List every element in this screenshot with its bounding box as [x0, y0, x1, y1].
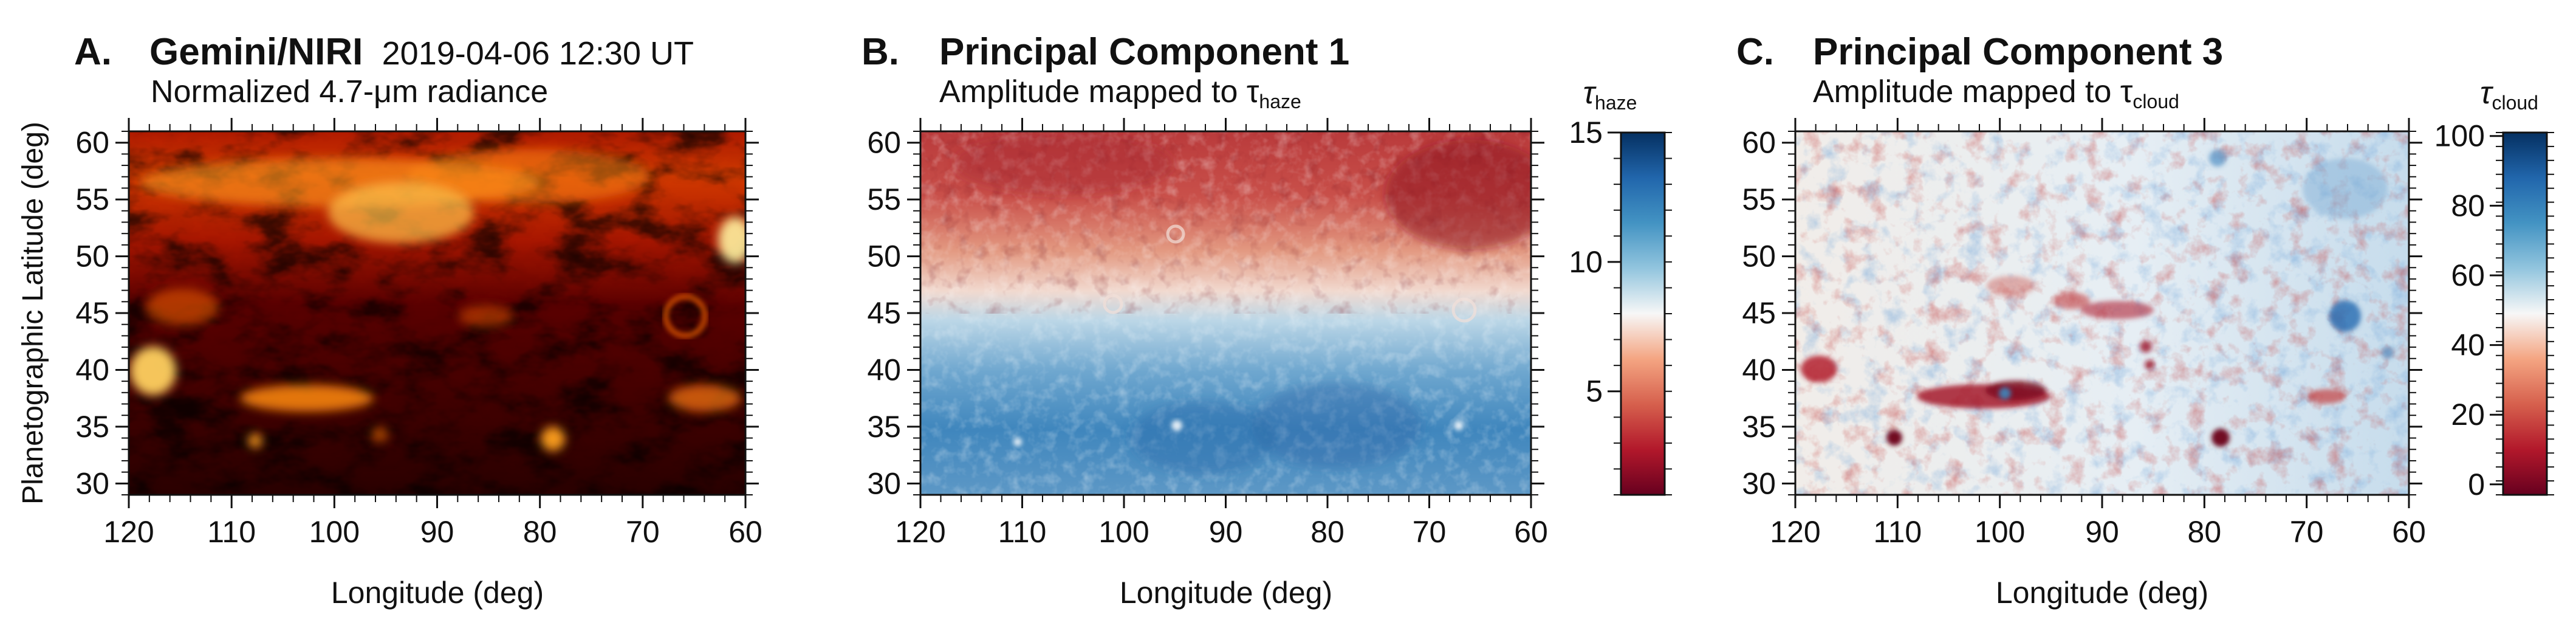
- x-tick-label: 90: [1209, 515, 1243, 549]
- panel-c-subtitle-text: Amplitude mapped to τ: [1813, 74, 2133, 109]
- y-tick-label: 35: [1742, 410, 1776, 444]
- x-tick-label: 100: [1098, 515, 1149, 549]
- panel-a-letter: A.: [74, 31, 112, 73]
- y-tick-label: 55: [1742, 182, 1776, 216]
- panel-a-y-ticks: 60 55 50 45 40 35 30: [75, 126, 759, 500]
- panel-c-x-ticks: 120 110 100 90 80 70 60: [1770, 118, 2426, 549]
- colorbar-tick-label: 100: [2434, 119, 2485, 153]
- panel-c-colorbar-label: τcloud: [2480, 75, 2538, 114]
- panel-a-title: Gemini/NIRI 2019-04-06 12:30 UT: [149, 31, 694, 73]
- panel-a-subtitle: Normalized 4.7-μm radiance: [151, 74, 548, 109]
- x-tick-label: 70: [2290, 515, 2324, 549]
- panel-a-title-date: 2019-04-06 12:30 UT: [382, 35, 694, 72]
- panel-a-title-main: Gemini/NIRI: [149, 31, 363, 73]
- panel-b-colorbar-ticks: 15 10 5: [1569, 116, 1672, 495]
- x-tick-label: 120: [895, 515, 945, 549]
- x-tick-label: 120: [1770, 515, 1820, 549]
- panel-c-colorbar-ticks: 100 80 60 40 20 0: [2434, 119, 2554, 502]
- panel-c-heatmap: [1795, 131, 2409, 495]
- panel-b-colorbar-tau: τ: [1583, 75, 1597, 111]
- y-tick-label: 45: [867, 296, 901, 330]
- y-tick-label: 60: [75, 126, 109, 160]
- panel-b: B. Principal Component 1 Amplitude mappe…: [862, 31, 1672, 610]
- y-tick-label: 30: [867, 466, 901, 500]
- panel-b-x-axis-label: Longitude (deg): [1120, 576, 1332, 610]
- x-tick-label: 60: [1514, 515, 1548, 549]
- y-tick-label: 35: [867, 410, 901, 444]
- panel-b-letter: B.: [862, 31, 899, 73]
- colorbar-tick-label: 40: [2451, 328, 2485, 362]
- panel-c-y-ticks: 60 55 50 45 40 35 30: [1742, 126, 2422, 500]
- colorbar-tick-label: 10: [1569, 245, 1603, 279]
- panel-c-colorbar-tau: τ: [2480, 75, 2494, 111]
- panel-b-heatmap: [920, 131, 1531, 495]
- panel-a-heatmap: [129, 131, 745, 495]
- y-tick-label: 30: [1742, 466, 1776, 500]
- x-tick-label: 110: [998, 515, 1047, 549]
- panel-c-title: Principal Component 3: [1813, 31, 2223, 73]
- y-tick-label: 55: [867, 182, 901, 216]
- panel-b-colorbar-label: τhaze: [1583, 75, 1637, 114]
- panel-c-letter: C.: [1736, 31, 1774, 73]
- panel-b-colorbar: [1620, 131, 1666, 496]
- panel-b-subtitle: Amplitude mapped to τhaze: [939, 74, 1301, 112]
- panel-c-subtitle-sub: cloud: [2132, 91, 2179, 112]
- y-tick-label: 60: [1742, 126, 1776, 160]
- x-tick-label: 70: [626, 515, 660, 549]
- y-tick-label: 40: [75, 353, 109, 387]
- y-tick-label: 40: [867, 353, 901, 387]
- y-tick-label: 45: [75, 296, 109, 330]
- colorbar-tick-label: 0: [2468, 467, 2485, 502]
- colorbar-tick-label: 20: [2451, 398, 2485, 432]
- x-tick-label: 100: [309, 515, 360, 549]
- y-tick-label: 45: [1742, 296, 1776, 330]
- y-tick-label: 40: [1742, 353, 1776, 387]
- y-tick-label: 55: [75, 182, 109, 216]
- panel-c-colorbar-sub: cloud: [2492, 92, 2538, 114]
- panel-b-colorbar-sub: haze: [1595, 92, 1637, 114]
- panel-b-y-ticks: 60 55 50 45 40 35 30: [867, 126, 1544, 500]
- y-tick-label: 50: [1742, 240, 1776, 274]
- y-tick-label: 30: [75, 466, 109, 500]
- x-tick-label: 110: [207, 515, 256, 549]
- colorbar-tick-label: 5: [1586, 374, 1603, 409]
- x-tick-label: 120: [103, 515, 154, 549]
- panel-b-title: Principal Component 1: [939, 31, 1349, 73]
- x-tick-label: 80: [523, 515, 557, 549]
- colorbar-tick-label: 80: [2451, 188, 2485, 222]
- y-tick-label: 35: [75, 410, 109, 444]
- x-tick-label: 80: [2188, 515, 2222, 549]
- x-tick-label: 90: [420, 515, 454, 549]
- panel-c-colorbar: [2502, 131, 2548, 496]
- x-tick-label: 110: [1873, 515, 1922, 549]
- panel-a-x-ticks: 120 110 100 90 80 70 60: [103, 118, 762, 549]
- x-tick-label: 80: [1310, 515, 1345, 549]
- panel-b-subtitle-sub: haze: [1259, 91, 1301, 112]
- colorbar-tick-label: 60: [2451, 258, 2485, 292]
- x-tick-label: 90: [2085, 515, 2119, 549]
- y-tick-label: 50: [867, 240, 901, 274]
- y-tick-label: 50: [75, 240, 109, 274]
- panel-a-x-axis-label: Longitude (deg): [331, 576, 544, 610]
- x-tick-label: 70: [1413, 515, 1447, 549]
- panel-c: C. Principal Component 3 Amplitude mappe…: [1736, 31, 2554, 610]
- panel-a: A. Gemini/NIRI 2019-04-06 12:30 UT Norma…: [74, 31, 762, 610]
- colorbar-tick-label: 15: [1569, 116, 1603, 150]
- x-tick-label: 100: [1975, 515, 2025, 549]
- y-tick-label: 60: [867, 126, 901, 160]
- panel-b-subtitle-text: Amplitude mapped to τ: [939, 74, 1259, 109]
- panel-c-x-axis-label: Longitude (deg): [1996, 576, 2208, 610]
- panel-c-subtitle: Amplitude mapped to τcloud: [1813, 74, 2179, 112]
- shared-y-axis-label: Planetographic Latitude (deg): [17, 122, 49, 505]
- x-tick-label: 60: [728, 515, 762, 549]
- x-tick-label: 60: [2392, 515, 2426, 549]
- panel-b-x-ticks: 120 110 100 90 80 70 60: [895, 118, 1548, 549]
